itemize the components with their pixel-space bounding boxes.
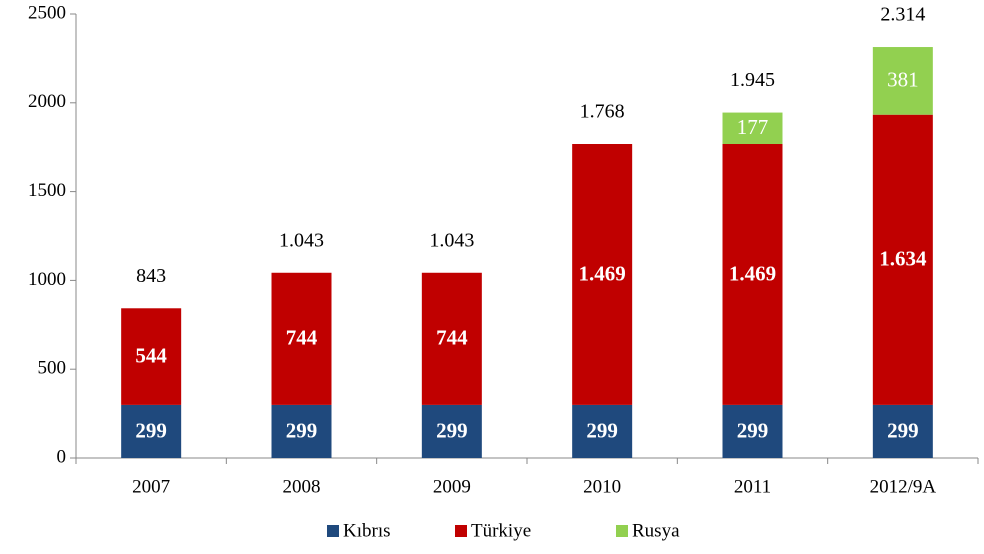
legend-label: Rusya xyxy=(632,520,680,541)
y-tick-label: 2000 xyxy=(28,91,66,112)
total-label: 1.043 xyxy=(429,229,474,251)
bar-segment xyxy=(872,114,933,405)
legend-swatch xyxy=(616,525,628,537)
y-tick-label: 2500 xyxy=(28,2,66,23)
total-label: 2.314 xyxy=(880,4,925,26)
total-label: 1.768 xyxy=(580,101,625,123)
segment-label: 1.469 xyxy=(729,261,776,285)
bar-segment xyxy=(872,404,933,458)
bar-segment xyxy=(722,404,783,458)
bar-segment xyxy=(421,272,482,405)
segment-label: 299 xyxy=(586,418,618,442)
segment-label: 381 xyxy=(887,68,919,92)
segment-label: 299 xyxy=(737,418,769,442)
y-tick-label: 0 xyxy=(57,446,67,467)
segment-label: 299 xyxy=(135,418,167,442)
legend-label: Türkiye xyxy=(471,520,531,541)
segment-label: 544 xyxy=(135,343,167,367)
segment-label: 1.469 xyxy=(579,261,626,285)
total-label: 1.945 xyxy=(730,69,775,91)
bar-segment xyxy=(722,112,783,145)
segment-label: 744 xyxy=(436,326,468,350)
bar-segment xyxy=(572,404,633,458)
x-tick-label: 2008 xyxy=(283,476,321,497)
legend-swatch xyxy=(455,525,467,537)
x-tick-label: 2011 xyxy=(734,476,771,497)
bar-segment xyxy=(421,404,482,458)
bar-segment xyxy=(121,404,182,458)
bar-segment xyxy=(722,144,783,405)
segment-label: 744 xyxy=(286,326,318,350)
legend-label: Kıbrıs xyxy=(343,520,391,541)
segment-label: 177 xyxy=(737,115,769,139)
x-tick-label: 2010 xyxy=(583,476,621,497)
bar-segment xyxy=(271,404,332,458)
legend-swatch xyxy=(327,525,339,537)
segment-label: 299 xyxy=(887,418,919,442)
segment-label: 299 xyxy=(436,418,468,442)
bar-segment xyxy=(121,308,182,405)
bar-segment xyxy=(872,47,933,115)
bar-segment xyxy=(271,272,332,405)
x-tick-label: 2009 xyxy=(433,476,471,497)
x-tick-label: 2012/9A xyxy=(870,476,937,497)
segment-label: 299 xyxy=(286,418,318,442)
total-label: 843 xyxy=(136,265,166,287)
y-tick-label: 1000 xyxy=(28,269,66,290)
x-tick-label: 2007 xyxy=(132,476,170,497)
segment-label: 1.634 xyxy=(879,247,927,271)
total-label: 1.043 xyxy=(279,229,324,251)
bar-segment xyxy=(572,144,633,405)
y-tick-label: 1500 xyxy=(28,180,66,201)
y-tick-label: 500 xyxy=(38,358,67,379)
